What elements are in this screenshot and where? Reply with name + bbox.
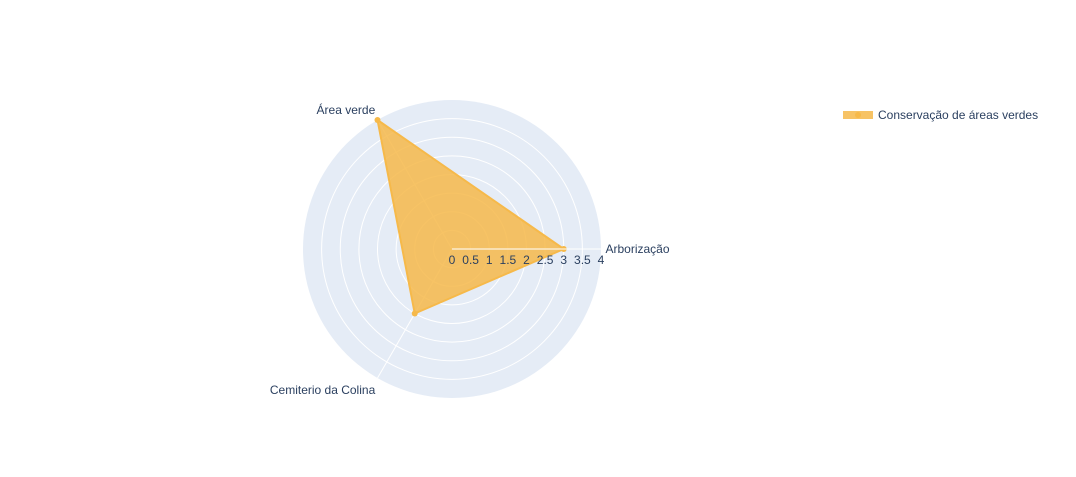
radial-tick-6: 3 xyxy=(560,253,567,267)
radial-tick-7: 3.5 xyxy=(574,253,591,267)
radial-tick-4: 2 xyxy=(523,253,530,267)
radial-tick-8: 4 xyxy=(598,253,605,267)
angular-axis-labels: Arborização Área verde Cemiterio da Colina xyxy=(270,102,670,397)
radial-tick-3: 1.5 xyxy=(500,253,517,267)
legend[interactable]: Conservação de áreas verdes xyxy=(843,108,1038,122)
legend-marker xyxy=(855,112,861,118)
radial-tick-1: 0.5 xyxy=(462,253,479,267)
radial-tick-0: 0 xyxy=(449,253,456,267)
axis-label-0: Arborização xyxy=(605,242,669,256)
data-point-2 xyxy=(411,310,418,317)
series-area-0 xyxy=(376,117,566,315)
radial-tick-5: 2.5 xyxy=(537,253,554,267)
legend-label: Conservação de áreas verdes xyxy=(878,108,1038,122)
axis-label-2: Cemiterio da Colina xyxy=(270,383,376,397)
data-point-1 xyxy=(374,116,381,123)
radial-tick-2: 1 xyxy=(486,253,493,267)
axis-label-1: Área verde xyxy=(317,102,376,117)
radial-tick-labels: 0 0.5 1 1.5 2 2.5 3 3.5 4 xyxy=(449,248,605,267)
